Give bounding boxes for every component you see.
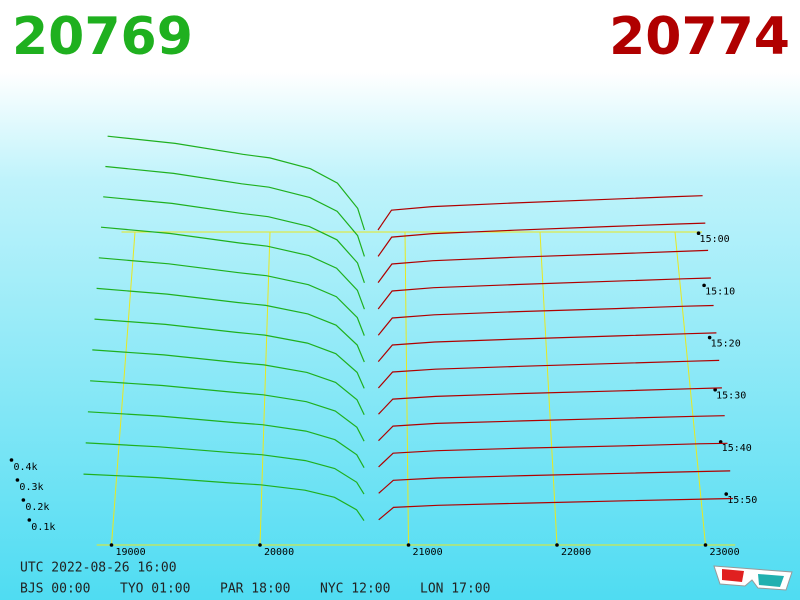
- bid-depth-line: [85, 442, 365, 495]
- ask-depth-line: [377, 359, 720, 389]
- ask-depth-line: [378, 442, 728, 468]
- x-tick: [555, 543, 559, 547]
- bid-depth-line: [107, 135, 366, 231]
- bid-depth-line: [96, 287, 365, 363]
- x-tick-label: 23000: [710, 547, 740, 558]
- bid-depth-line: [90, 380, 365, 442]
- bid-depth-line: [100, 226, 365, 310]
- z-tick-label: 0.3k: [19, 482, 43, 493]
- time-tick: [696, 231, 701, 236]
- utc-time: UTC 2022-08-26 16:00: [20, 561, 177, 576]
- ask-depth-line: [378, 415, 725, 442]
- x-tick-label: 21000: [413, 547, 443, 558]
- time-tick: [713, 387, 717, 392]
- ask-depth-line: [377, 249, 709, 283]
- z-tick-label: 0.4k: [13, 462, 37, 473]
- ask-depth-line: [377, 304, 714, 336]
- clock: LON 17:00: [420, 582, 490, 597]
- time-tick: [702, 283, 706, 288]
- clock: NYC 12:00: [320, 582, 390, 597]
- time-tick-label: 15:40: [722, 443, 752, 454]
- ask-depth-line: [378, 387, 722, 415]
- clock: PAR 18:00: [220, 582, 290, 597]
- time-tick-label: 15:20: [711, 339, 741, 350]
- ask-depth-line: [377, 222, 706, 257]
- bid-depth-line: [92, 349, 365, 416]
- x-tick-label: 20000: [264, 547, 294, 558]
- time-tick-label: 15:10: [705, 286, 735, 297]
- clock: TYO 01:00: [120, 582, 190, 597]
- x-tick: [406, 543, 411, 547]
- z-tick: [15, 478, 20, 482]
- x-tick: [703, 543, 708, 547]
- time-tick: [707, 335, 712, 340]
- grid-line: [111, 231, 136, 546]
- ask-depth-line: [377, 277, 711, 310]
- x-tick: [109, 543, 114, 547]
- bid-depth-line: [98, 257, 365, 336]
- glasses-icon: [713, 565, 793, 591]
- x-tick: [258, 543, 262, 547]
- x-tick-label: 19000: [116, 547, 146, 558]
- bid-depth-line: [94, 318, 365, 389]
- time-tick-label: 15:50: [727, 495, 757, 506]
- ask-depth-line: [378, 470, 731, 494]
- bid-price: 20769: [12, 7, 193, 67]
- z-tick: [27, 518, 32, 522]
- z-tick-label: 0.2k: [25, 502, 49, 513]
- bid-depth-line: [83, 473, 365, 521]
- time-tick-label: 15:00: [700, 234, 730, 245]
- z-tick-label: 0.1k: [31, 522, 55, 533]
- bid-depth-line: [87, 411, 365, 468]
- z-tick: [21, 498, 26, 502]
- bid-depth-line: [103, 196, 365, 283]
- ask-depth-line: [378, 497, 734, 521]
- grid-line: [539, 231, 558, 546]
- time-tick: [718, 440, 723, 444]
- ask-price: 20774: [609, 7, 790, 67]
- x-tick-label: 22000: [561, 547, 591, 558]
- grid-line: [404, 231, 409, 546]
- ask-depth-line: [377, 195, 703, 231]
- time-tick-label: 15:30: [716, 391, 746, 402]
- clock: BJS 00:00: [20, 582, 90, 597]
- ask-depth-line: [377, 332, 717, 362]
- bid-depth-line: [105, 165, 365, 257]
- time-tick: [724, 492, 729, 496]
- grid-line: [259, 231, 271, 546]
- z-tick: [9, 458, 14, 462]
